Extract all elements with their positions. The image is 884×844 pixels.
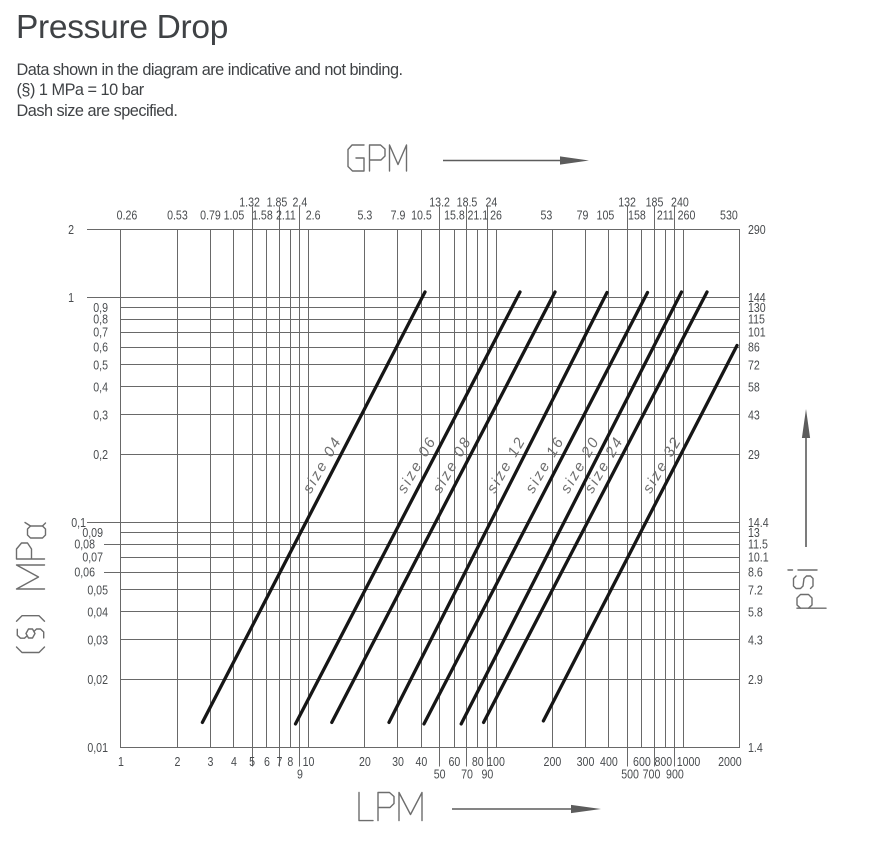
svg-text:7: 7 bbox=[277, 755, 283, 769]
svg-text:8.6: 8.6 bbox=[748, 566, 763, 580]
svg-text:260: 260 bbox=[678, 209, 696, 223]
svg-text:1.32: 1.32 bbox=[239, 196, 260, 210]
svg-text:0,4: 0,4 bbox=[93, 381, 108, 395]
svg-text:700: 700 bbox=[643, 768, 661, 782]
svg-text:0,04: 0,04 bbox=[87, 606, 108, 620]
svg-text:5.8: 5.8 bbox=[748, 606, 763, 620]
svg-text:60: 60 bbox=[448, 755, 460, 769]
svg-text:0,09: 0,09 bbox=[82, 526, 103, 540]
svg-text:600: 600 bbox=[633, 755, 651, 769]
svg-text:6: 6 bbox=[264, 755, 270, 769]
svg-text:3: 3 bbox=[208, 755, 214, 769]
svg-text:0,03: 0,03 bbox=[87, 634, 108, 648]
svg-text:9: 9 bbox=[297, 768, 303, 782]
svg-text:0,3: 0,3 bbox=[93, 409, 108, 423]
svg-text:53: 53 bbox=[540, 209, 552, 223]
svg-text:100: 100 bbox=[487, 755, 505, 769]
svg-text:13.2: 13.2 bbox=[429, 196, 450, 210]
svg-text:300: 300 bbox=[577, 755, 595, 769]
svg-text:20: 20 bbox=[359, 755, 371, 769]
svg-text:0,6: 0,6 bbox=[93, 341, 108, 355]
svg-text:211: 211 bbox=[657, 209, 674, 223]
svg-text:0.79: 0.79 bbox=[200, 209, 221, 223]
svg-text:2.4: 2.4 bbox=[293, 196, 308, 210]
svg-text:80: 80 bbox=[472, 755, 484, 769]
svg-text:13: 13 bbox=[748, 526, 760, 540]
svg-text:8: 8 bbox=[287, 755, 293, 769]
svg-text:500: 500 bbox=[621, 768, 639, 782]
svg-text:14.4: 14.4 bbox=[748, 516, 769, 530]
svg-text:1.58: 1.58 bbox=[252, 209, 273, 223]
svg-text:0,8: 0,8 bbox=[93, 313, 108, 327]
svg-text:130: 130 bbox=[748, 301, 766, 315]
svg-text:1.85: 1.85 bbox=[267, 196, 288, 210]
svg-text:86: 86 bbox=[748, 341, 760, 355]
svg-text:101: 101 bbox=[748, 326, 766, 340]
svg-text:240: 240 bbox=[671, 196, 689, 210]
svg-text:900: 900 bbox=[666, 768, 684, 782]
svg-text:50: 50 bbox=[434, 768, 446, 782]
svg-text:10.5: 10.5 bbox=[411, 209, 432, 223]
svg-text:0,08: 0,08 bbox=[74, 538, 95, 552]
svg-text:0,06: 0,06 bbox=[74, 566, 95, 580]
svg-text:2.11: 2.11 bbox=[276, 209, 296, 223]
svg-text:2.9: 2.9 bbox=[748, 673, 763, 687]
svg-text:40: 40 bbox=[415, 755, 427, 769]
svg-text:0,5: 0,5 bbox=[93, 359, 108, 373]
svg-text:144: 144 bbox=[748, 291, 766, 305]
svg-text:15.8: 15.8 bbox=[444, 209, 465, 223]
svg-text:5.3: 5.3 bbox=[358, 209, 373, 223]
svg-text:72: 72 bbox=[748, 359, 760, 373]
svg-text:0.53: 0.53 bbox=[167, 209, 188, 223]
svg-text:10: 10 bbox=[303, 755, 315, 769]
svg-text:58: 58 bbox=[748, 381, 760, 395]
svg-text:185: 185 bbox=[646, 196, 664, 210]
svg-text:79: 79 bbox=[577, 209, 589, 223]
svg-text:0.26: 0.26 bbox=[117, 209, 138, 223]
svg-text:0,9: 0,9 bbox=[93, 301, 108, 315]
svg-text:21.1: 21.1 bbox=[467, 209, 488, 223]
svg-text:0,01: 0,01 bbox=[87, 741, 108, 755]
svg-text:7.9: 7.9 bbox=[391, 209, 406, 223]
svg-text:1.05: 1.05 bbox=[224, 209, 245, 223]
svg-text:10.1: 10.1 bbox=[748, 551, 769, 565]
svg-text:0,02: 0,02 bbox=[87, 673, 108, 687]
svg-text:70: 70 bbox=[461, 768, 473, 782]
svg-text:5: 5 bbox=[249, 755, 255, 769]
svg-text:115: 115 bbox=[748, 313, 765, 327]
svg-text:400: 400 bbox=[600, 755, 618, 769]
svg-text:11.5: 11.5 bbox=[748, 538, 768, 552]
svg-text:530: 530 bbox=[720, 209, 738, 223]
svg-text:30: 30 bbox=[392, 755, 404, 769]
svg-text:0,05: 0,05 bbox=[87, 584, 108, 598]
svg-text:800: 800 bbox=[654, 755, 672, 769]
svg-text:4.3: 4.3 bbox=[748, 634, 763, 648]
svg-text:1000: 1000 bbox=[677, 755, 701, 769]
svg-text:4: 4 bbox=[231, 755, 237, 769]
svg-text:7.2: 7.2 bbox=[748, 584, 763, 598]
svg-text:24: 24 bbox=[485, 196, 497, 210]
svg-text:43: 43 bbox=[748, 409, 760, 423]
svg-text:200: 200 bbox=[544, 755, 562, 769]
svg-text:1: 1 bbox=[68, 291, 74, 305]
svg-text:158: 158 bbox=[628, 209, 646, 223]
svg-text:0,1: 0,1 bbox=[71, 516, 86, 530]
svg-text:2: 2 bbox=[68, 223, 74, 237]
svg-text:26: 26 bbox=[490, 209, 502, 223]
svg-text:18.5: 18.5 bbox=[457, 196, 478, 210]
svg-text:1.4: 1.4 bbox=[748, 741, 763, 755]
svg-text:90: 90 bbox=[481, 768, 493, 782]
svg-text:132: 132 bbox=[618, 196, 636, 210]
svg-text:29: 29 bbox=[748, 448, 760, 462]
svg-text:1: 1 bbox=[118, 755, 124, 769]
svg-text:2: 2 bbox=[174, 755, 180, 769]
svg-text:105: 105 bbox=[597, 209, 615, 223]
svg-text:0,7: 0,7 bbox=[93, 326, 108, 340]
svg-text:0,07: 0,07 bbox=[82, 551, 103, 565]
svg-text:290: 290 bbox=[748, 223, 766, 237]
svg-text:0,2: 0,2 bbox=[93, 448, 108, 462]
svg-text:2000: 2000 bbox=[718, 755, 742, 769]
svg-text:2.6: 2.6 bbox=[306, 209, 321, 223]
